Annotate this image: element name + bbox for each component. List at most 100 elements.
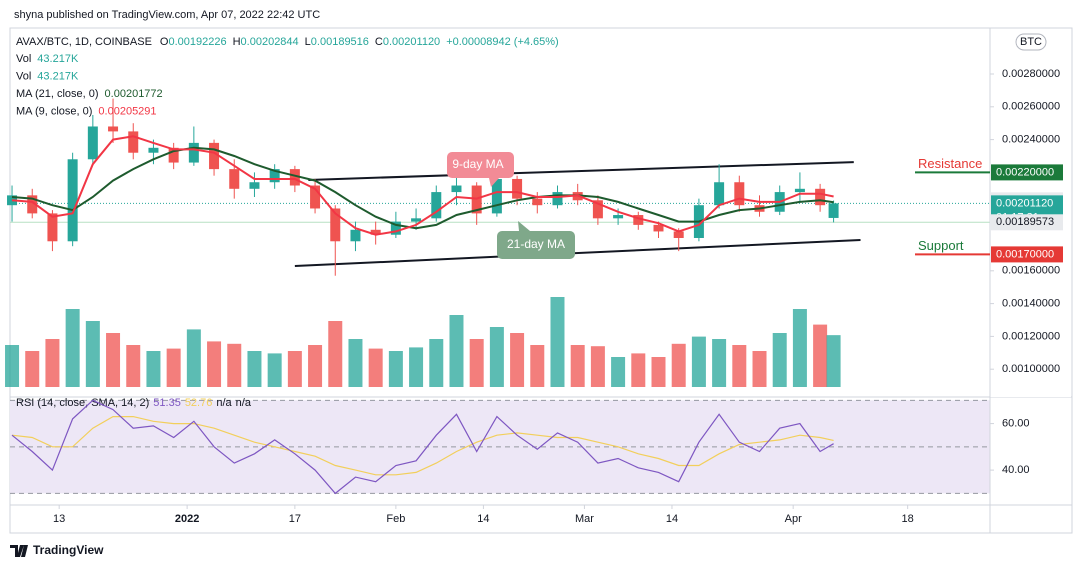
y-tick-label: 0.00120000 bbox=[1002, 330, 1060, 342]
price-badge bbox=[991, 164, 1063, 181]
legend-key: Vol bbox=[16, 53, 31, 65]
volume-bar bbox=[813, 324, 828, 387]
candle-body bbox=[209, 142, 220, 170]
candle-body bbox=[390, 221, 401, 235]
volume-bar bbox=[166, 348, 181, 387]
y-tick-label: 0.00100000 bbox=[1002, 363, 1060, 375]
volume-bar bbox=[550, 297, 565, 387]
level-label: Support bbox=[918, 238, 964, 253]
volume-bar bbox=[328, 321, 343, 387]
legend-row: MA (21, close, 0) 0.00201772 bbox=[16, 88, 163, 100]
rsi-tick-label: 40.00 bbox=[1002, 464, 1030, 476]
candle-body bbox=[350, 229, 361, 242]
volume-bar bbox=[449, 315, 464, 387]
x-tick-label: 14 bbox=[477, 513, 489, 525]
volume-bar bbox=[611, 357, 626, 387]
volume-bar bbox=[732, 345, 747, 387]
ma9-callout: 9-day MA bbox=[447, 152, 514, 187]
volume-bar bbox=[388, 351, 403, 387]
x-tick-label: 13 bbox=[53, 513, 65, 525]
callout-shape bbox=[497, 221, 575, 259]
volume-bar bbox=[651, 357, 666, 387]
x-tick-label: 18 bbox=[902, 513, 914, 525]
volume-bar bbox=[752, 351, 767, 387]
volume-bar bbox=[429, 339, 444, 387]
logo-mark bbox=[10, 545, 28, 557]
change: +0.00008942 (+4.65%) bbox=[446, 36, 559, 48]
x-tick-label: 2022 bbox=[175, 513, 199, 525]
candle-body bbox=[512, 178, 523, 199]
volume-bar bbox=[5, 345, 20, 387]
candle-body bbox=[653, 224, 664, 232]
currency: BTC bbox=[1020, 36, 1042, 48]
rsi-value: 51.35 bbox=[153, 397, 181, 409]
volume-bar bbox=[826, 335, 841, 387]
volume-bar bbox=[409, 347, 424, 387]
volume-bar bbox=[227, 343, 242, 387]
level-label: Resistance bbox=[918, 156, 982, 171]
y-tick-label: 0.00240000 bbox=[1002, 134, 1060, 146]
chart-frame bbox=[9, 27, 1073, 534]
brand: TradingView bbox=[33, 543, 104, 557]
candle-body bbox=[269, 169, 280, 183]
candle-body bbox=[108, 126, 119, 132]
candle-body bbox=[794, 188, 805, 193]
volume-bar bbox=[489, 327, 504, 387]
ohlc-key: L bbox=[305, 36, 311, 48]
candle-body bbox=[188, 142, 199, 163]
legend-key: Vol bbox=[16, 70, 31, 82]
volume-bar bbox=[186, 329, 201, 387]
volume-bar bbox=[691, 336, 706, 387]
channel-line bbox=[294, 238, 861, 268]
tv-logo: TradingView bbox=[10, 543, 104, 557]
volume-bar bbox=[25, 351, 40, 387]
rsi-legend: RSI (14, close, SMA, 14, 2) 51.35 52.76 n/a… bbox=[16, 397, 252, 409]
plot: 60.00 40.00 RSI (14, close, SMA, 14, 2) 51.… bbox=[5, 28, 1072, 533]
candle-body bbox=[828, 203, 839, 218]
currency-badge bbox=[1015, 33, 1047, 51]
x-tick-label: 17 bbox=[289, 513, 301, 525]
candle-body bbox=[714, 182, 725, 206]
x-tick-label: Feb bbox=[386, 513, 405, 525]
candle-body bbox=[229, 169, 240, 189]
symbol: AVAX/BTC, 1D, COINBASE bbox=[16, 36, 152, 48]
candle-body bbox=[289, 169, 300, 186]
candle-body bbox=[431, 192, 442, 219]
volume-bar bbox=[267, 353, 282, 387]
price-badge bbox=[991, 214, 1063, 231]
legend-value: 0.00205291 bbox=[98, 105, 156, 117]
legend-key: MA (9, close, 0) bbox=[16, 105, 92, 117]
price-badge-label: 0.00220000 bbox=[996, 166, 1054, 178]
volume-bar bbox=[510, 333, 525, 387]
candle-body bbox=[128, 131, 139, 153]
ma21-callout: 21-day MA bbox=[497, 221, 575, 259]
volume-bar bbox=[348, 339, 363, 387]
y-tick-label: 0.00140000 bbox=[1002, 298, 1060, 310]
rsi-line bbox=[11, 399, 834, 495]
volume-bar bbox=[45, 339, 60, 387]
rsi-na: n/a bbox=[216, 397, 232, 409]
candle-body bbox=[491, 178, 502, 214]
volume-bar bbox=[671, 343, 686, 387]
candle-body bbox=[613, 215, 624, 219]
ohlc-value: 0.00201120 bbox=[383, 36, 440, 48]
ohlc-key: H bbox=[233, 36, 241, 48]
legend-symbol: AVAX/BTC, 1D, COINBASE O0.00192226 H0.0020… bbox=[16, 36, 559, 48]
volume-bar bbox=[106, 333, 121, 387]
channel-line bbox=[308, 161, 854, 181]
price-badge bbox=[991, 246, 1063, 263]
volume-bar bbox=[530, 345, 545, 387]
volume-bar bbox=[287, 351, 302, 387]
volume-bar bbox=[247, 351, 262, 387]
rsi-ma-value: 52.76 bbox=[185, 397, 213, 409]
candle-body bbox=[47, 213, 58, 242]
volume-bar bbox=[207, 341, 222, 387]
candle-body bbox=[67, 159, 78, 242]
price-badge-label: 0.00201120 bbox=[996, 197, 1053, 209]
callout-text: 9-day MA bbox=[452, 157, 503, 171]
y-tick-label: 0.00280000 bbox=[1002, 68, 1060, 80]
candle-body bbox=[168, 147, 179, 163]
legend-key: MA (21, close, 0) bbox=[16, 88, 99, 100]
ohlc-key: C bbox=[375, 36, 383, 48]
